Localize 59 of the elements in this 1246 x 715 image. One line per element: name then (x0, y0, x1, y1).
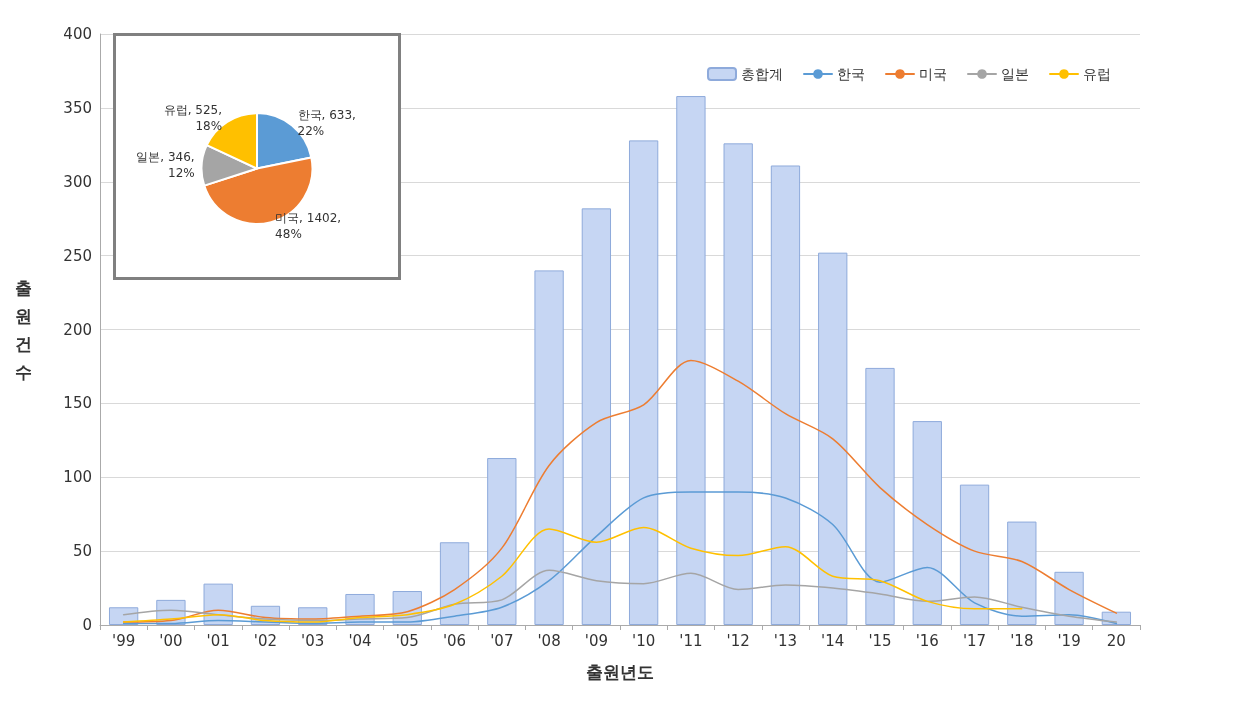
bar (628, 140, 659, 625)
y-tick-label: 250 (63, 246, 92, 265)
legend-label: 한국 (837, 66, 865, 82)
x-tick-label: '04 (348, 631, 372, 650)
slice-label: 일본, 346, 12% (136, 149, 195, 180)
bar (1007, 521, 1037, 625)
x-tick-label: '08 (537, 631, 561, 650)
bar (865, 367, 895, 625)
y-tick-label: 200 (63, 320, 92, 339)
x-tick-label: '07 (490, 631, 514, 650)
x-tick-label: '12 (726, 631, 750, 650)
slice-label: 한국, 633, 22% (297, 107, 356, 138)
y-tick-label: 300 (63, 172, 92, 191)
x-tick-label: '01 (206, 631, 230, 650)
x-tick-label: '10 (632, 631, 656, 650)
x-tick-label: '06 (442, 631, 467, 650)
bar (818, 252, 848, 625)
x-tick-label: '15 (868, 631, 892, 650)
x-tick-label: '17 (962, 631, 987, 650)
x-tick-label: '03 (301, 631, 325, 650)
y-axis-title: 출원건수 (15, 277, 32, 382)
x-tick-label: 20 (1106, 631, 1126, 650)
bar (581, 208, 612, 625)
bar (959, 484, 990, 625)
slice-label: 유럽, 525, 18% (163, 103, 223, 134)
x-tick-label: '99 (112, 631, 136, 650)
x-tick-label: '02 (253, 631, 278, 650)
bar (676, 96, 706, 625)
y-tick-label: 0 (82, 616, 92, 634)
x-tick-label: '11 (679, 631, 703, 650)
x-tick-label: '14 (821, 631, 845, 650)
x-tick-label: '18 (1010, 631, 1034, 650)
x-tick-label: '16 (915, 631, 939, 650)
bar (723, 143, 753, 625)
y-tick-label: 50 (72, 542, 92, 561)
y-tick-label: 150 (63, 394, 92, 413)
bar (1054, 571, 1084, 625)
x-tick-label: '05 (395, 631, 419, 650)
y-tick-label: 400 (63, 25, 92, 43)
x-tick-label: '09 (584, 631, 608, 650)
x-tick-label: '13 (773, 631, 798, 650)
x-tick-label: '19 (1057, 631, 1081, 650)
line-series (122, 526, 1023, 623)
bar (534, 270, 564, 625)
legend-label: 총합계 (741, 66, 783, 82)
bar (912, 421, 942, 625)
x-axis-title: 출원년도 (586, 661, 654, 682)
x-tick-label: '00 (159, 631, 183, 650)
legend-label: 일본 (1001, 66, 1029, 82)
slice-label: 미국, 1402, 48% (275, 211, 342, 242)
line-series (122, 569, 1118, 623)
y-tick-label: 350 (63, 98, 92, 117)
bar (439, 542, 470, 625)
legend-label: 유럽 (1083, 66, 1111, 82)
legend-label: 미국 (919, 66, 947, 82)
bar (770, 165, 801, 625)
line-series (122, 491, 1118, 625)
bar (487, 458, 517, 625)
y-tick-label: 100 (63, 468, 92, 487)
